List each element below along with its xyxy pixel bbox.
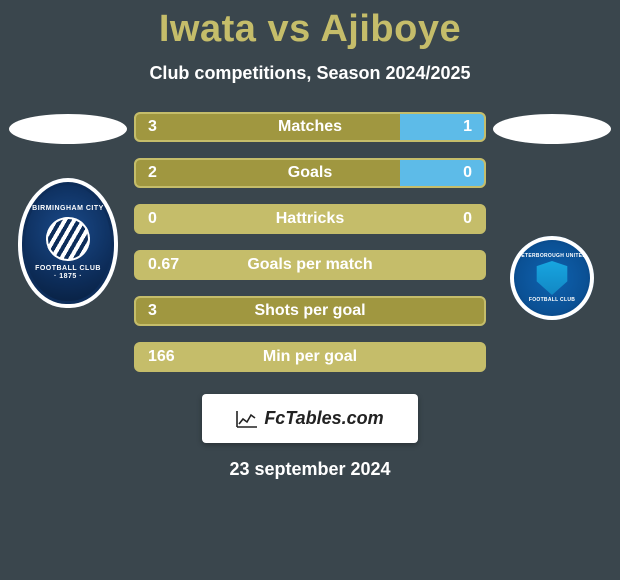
fctables-logo-text: FcTables.com xyxy=(264,408,383,429)
stat-row: 00Hattricks xyxy=(134,204,486,234)
left-side: BIRMINGHAM CITY FOOTBALL CLUB· 1875 · xyxy=(8,112,128,308)
shield-icon xyxy=(535,261,569,295)
fctables-logo: FcTables.com xyxy=(202,394,418,443)
right-crest: PETERBOROUGH UNITED FOOTBALL CLUB xyxy=(510,236,594,320)
stat-label: Goals per match xyxy=(136,252,484,278)
right-crest-bottom-text: FOOTBALL CLUB xyxy=(529,297,575,303)
stat-row: 166Min per goal xyxy=(134,342,486,372)
stat-label: Hattricks xyxy=(136,206,484,232)
left-crest: BIRMINGHAM CITY FOOTBALL CLUB· 1875 · xyxy=(18,178,118,308)
stat-bars: 31Matches 20Goals 00Hattricks 0.67Goals per… xyxy=(128,112,492,388)
stat-label: Shots per goal xyxy=(136,298,484,324)
stat-label: Min per goal xyxy=(136,344,484,370)
right-crest-top-text: PETERBOROUGH UNITED xyxy=(518,253,586,259)
left-crest-bottom-text: FOOTBALL CLUB· 1875 · xyxy=(35,265,101,280)
chart-icon xyxy=(236,410,258,428)
ball-icon xyxy=(46,217,90,261)
left-ellipse xyxy=(9,114,127,144)
stat-label: Matches xyxy=(136,114,484,140)
right-ellipse xyxy=(493,114,611,144)
stat-row: 20Goals xyxy=(134,158,486,188)
page-title: Iwata vs Ajiboye xyxy=(0,0,620,51)
subtitle: Club competitions, Season 2024/2025 xyxy=(0,63,620,84)
date: 23 september 2024 xyxy=(0,459,620,480)
left-crest-top-text: BIRMINGHAM CITY xyxy=(32,205,104,213)
stat-row: 31Matches xyxy=(134,112,486,142)
stat-row: 3Shots per goal xyxy=(134,296,486,326)
right-side: PETERBOROUGH UNITED FOOTBALL CLUB xyxy=(492,112,612,320)
stat-row: 0.67Goals per match xyxy=(134,250,486,280)
stat-label: Goals xyxy=(136,160,484,186)
comparison-container: BIRMINGHAM CITY FOOTBALL CLUB· 1875 · 31… xyxy=(0,112,620,388)
